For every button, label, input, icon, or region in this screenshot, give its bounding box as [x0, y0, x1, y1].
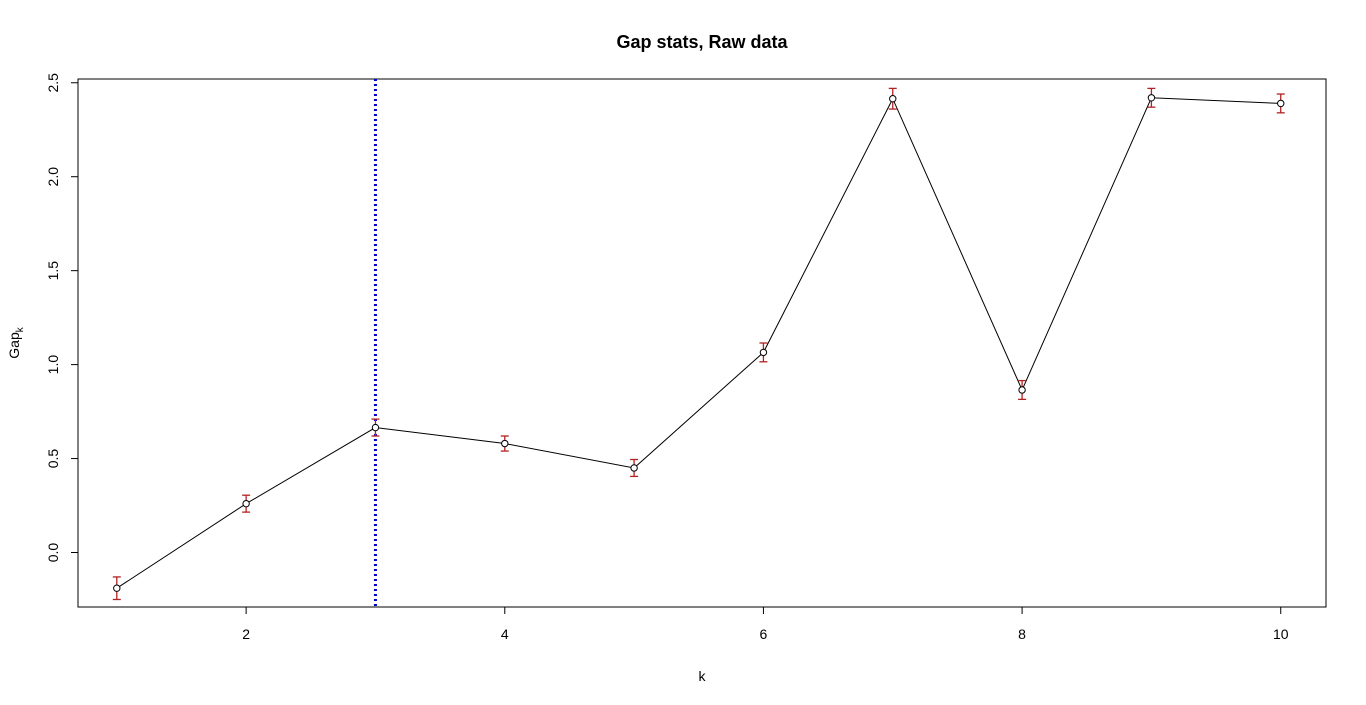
x-tick-label: 2	[242, 626, 250, 642]
data-point	[889, 95, 897, 103]
data-point	[1277, 99, 1285, 108]
x-axis-label: k	[699, 668, 707, 684]
x-tick-label: 6	[760, 626, 768, 642]
data-point	[501, 439, 509, 448]
x-axis: 2 4 6 8 10	[242, 607, 1289, 642]
x-tick-label: 8	[1018, 626, 1026, 642]
y-axis: 0.0 0.5 1.0 1.5 2.0 2.5	[45, 73, 78, 562]
y-tick-label: 0.5	[45, 449, 61, 469]
x-tick-label: 4	[501, 626, 509, 642]
y-tick-label: 1.5	[45, 261, 61, 281]
plot-frame	[77, 78, 1327, 608]
error-bars	[112, 87, 1285, 601]
y-tick-label: 2.5	[45, 73, 61, 93]
data-point	[759, 348, 768, 357]
data-point	[242, 499, 250, 508]
y-tick-label: 1.0	[45, 355, 61, 375]
x-tick-label: 10	[1273, 626, 1289, 642]
data-point	[1018, 386, 1026, 394]
series-line	[116, 97, 1281, 589]
y-axis-label: Gapk	[6, 326, 26, 358]
data-points	[113, 94, 1285, 592]
data-point	[630, 464, 638, 472]
y-axis-label-subscript: k	[15, 326, 26, 332]
y-axis-label-main: Gap	[6, 332, 22, 359]
y-tick-label: 2.0	[45, 167, 61, 187]
data-point	[113, 584, 121, 592]
data-point	[371, 423, 380, 432]
chart-title: Gap stats, Raw data	[616, 32, 788, 52]
y-tick-label: 0.0	[45, 543, 61, 563]
data-point	[1147, 94, 1156, 102]
